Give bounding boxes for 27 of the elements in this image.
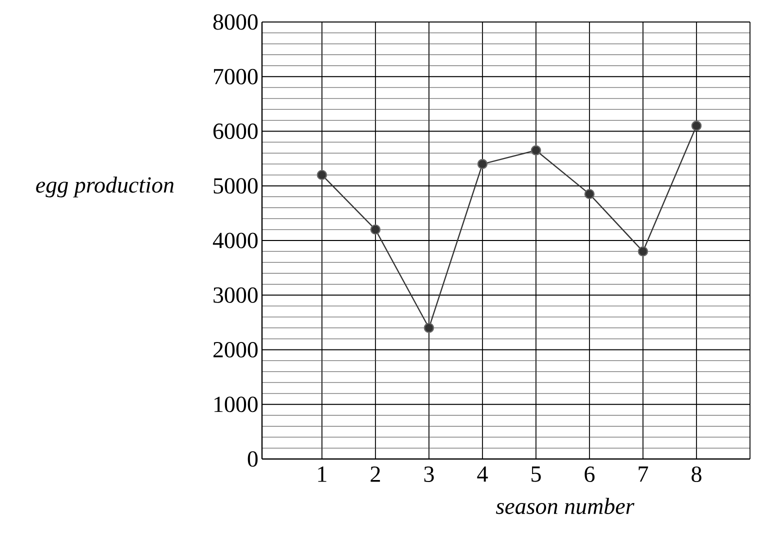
point <box>477 158 488 170</box>
point <box>638 246 648 257</box>
y-tick-label: 1000 <box>214 396 258 412</box>
x-tick-label: 2 <box>370 466 380 482</box>
point <box>424 322 434 333</box>
point <box>584 188 595 200</box>
y-tick-label: 3000 <box>214 287 258 303</box>
y-tick-label: 8000 <box>213 14 258 30</box>
x-tick-label: 4 <box>477 466 488 482</box>
x-tick-label: 1 <box>318 466 326 482</box>
y-tick-label: 6000 <box>213 123 258 139</box>
point <box>530 145 542 156</box>
y-tick-label: 7000 <box>214 68 258 84</box>
point <box>370 224 381 235</box>
x-tick-label: 5 <box>532 466 541 482</box>
point <box>691 120 702 131</box>
x-tick-label: 7 <box>638 466 648 482</box>
y-axis-title: egg production <box>36 176 174 198</box>
y-tick-label: 5000 <box>214 178 258 194</box>
x-tick-label: 8 <box>692 466 702 482</box>
x-tick-label: 6 <box>584 466 595 482</box>
y-tick-label: 4000 <box>212 232 258 248</box>
y-tick-label: 0 <box>248 451 258 467</box>
point <box>316 170 328 180</box>
x-tick-label: 3 <box>424 466 434 482</box>
y-tick-label: 2000 <box>213 342 258 358</box>
x-axis-title: season number <box>496 498 634 514</box>
